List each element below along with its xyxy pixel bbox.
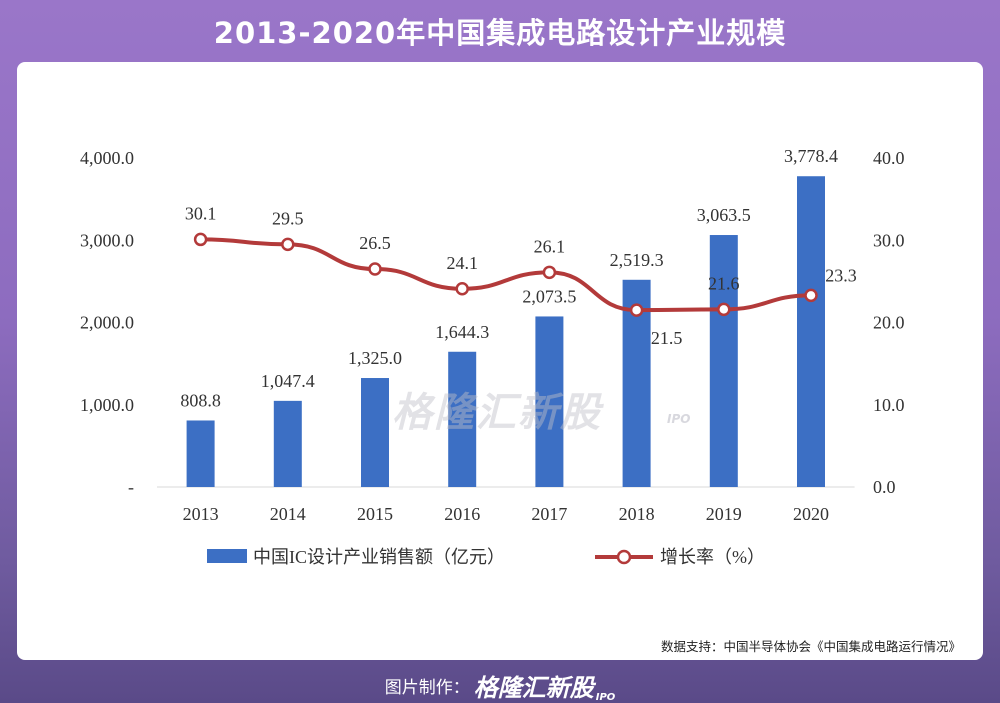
- line-point: [629, 303, 644, 317]
- footer-label: 图片制作：: [384, 678, 470, 698]
- legend-label-bar: 中国IC设计产业销售额（亿元）: [253, 547, 505, 567]
- y-right-tick-label: 40.0: [873, 148, 905, 168]
- chart-axes: - 1,000.0 2,000.0 3,000.0 4,000.0 0.0 10.0 20.0…: [80, 148, 905, 524]
- legend-swatch-marker: [616, 549, 632, 565]
- bar: [186, 420, 215, 487]
- bar-data-label: 808.8: [180, 390, 221, 410]
- bar: [709, 235, 738, 487]
- line-data-label: 29.5: [272, 208, 304, 228]
- bar: [361, 378, 389, 487]
- footer-brand-sub: IPO: [595, 692, 616, 703]
- source-note: 数据支持：中国半导体协会《中国集成电路运行情况》: [660, 639, 961, 654]
- chart: - 1,000.0 2,000.0 3,000.0 4,000.0 0.0 10.0 20.0…: [80, 146, 905, 567]
- line-data-label: 30.1: [185, 203, 217, 223]
- line-point: [193, 232, 208, 247]
- y-right-tick-label: 0.0: [873, 477, 896, 497]
- y-right-tick-label: 30.0: [873, 230, 905, 250]
- legend-label-line: 增长率（%）: [660, 547, 765, 567]
- line-data-label: 21.5: [651, 328, 683, 348]
- bar-data-label: 3,778.4: [784, 146, 838, 166]
- bar-data-label: 1,047.4: [261, 371, 315, 391]
- x-tick-label: 2018: [619, 504, 655, 524]
- line-data-label: 26.5: [359, 233, 391, 253]
- line-series: [193, 232, 818, 317]
- x-tick-label: 2015: [357, 504, 393, 524]
- growth-line: [200, 237, 812, 313]
- x-tick-label: 2020: [793, 504, 829, 524]
- data-labels: 808.8 1,047.4 1,325.0 1,644.3 2,073.5 2,519.3…: [180, 146, 856, 410]
- line-data-label: 23.3: [825, 265, 857, 285]
- x-tick-label: 2019: [706, 504, 742, 524]
- line-point: [804, 288, 818, 303]
- y-left-tick-label: 4,000.0: [80, 148, 134, 168]
- footer-brand: 格隆汇新股: [473, 674, 594, 702]
- bar: [448, 351, 477, 487]
- y-right-tick-label: 20.0: [873, 313, 905, 333]
- line-data-label: 24.1: [446, 253, 478, 273]
- bar-data-label: 1,325.0: [348, 348, 402, 368]
- watermark: 格隆汇新股: [392, 390, 602, 436]
- line-point: [281, 237, 295, 252]
- y-left-tick-label: 1,000.0: [80, 395, 134, 415]
- legend: 中国IC设计产业销售额（亿元） 增长率（%）: [207, 547, 765, 567]
- chart-panel: - 1,000.0 2,000.0 3,000.0 4,000.0 0.0 10.0 20.0…: [17, 62, 983, 660]
- bar: [273, 400, 302, 487]
- y-left-tick-label: 3,000.0: [80, 230, 134, 250]
- legend-swatch-bar: [207, 549, 247, 563]
- footer: 图片制作： 格隆汇新股 IPO: [0, 668, 1000, 703]
- line-point: [542, 265, 557, 280]
- bar-data-label: 2,519.3: [610, 250, 664, 270]
- y-right-tick-label: 10.0: [873, 395, 905, 415]
- line-point: [717, 302, 731, 317]
- x-tick-label: 2014: [270, 504, 306, 524]
- bar-data-label: 3,063.5: [697, 205, 751, 225]
- bar-series: [186, 176, 825, 487]
- bar: [797, 176, 825, 487]
- x-tick-label: 2016: [444, 504, 480, 524]
- line-point: [368, 262, 382, 276]
- line-point: [455, 282, 469, 296]
- x-tick-label: 2017: [531, 504, 567, 524]
- bar: [535, 316, 564, 487]
- y-left-tick-label: 2,000.0: [80, 313, 134, 333]
- page-title: 2013-2020年中国集成电路设计产业规模: [213, 16, 787, 50]
- bar-data-label: 2,073.5: [522, 286, 576, 306]
- x-tick-label: 2013: [183, 504, 219, 524]
- y-left-tick-label: -: [128, 477, 134, 497]
- bar-data-label: 1,644.3: [435, 322, 489, 342]
- watermark-sub: IPO: [667, 412, 691, 426]
- line-data-label: 21.6: [708, 273, 740, 293]
- line-data-label: 26.1: [534, 236, 566, 256]
